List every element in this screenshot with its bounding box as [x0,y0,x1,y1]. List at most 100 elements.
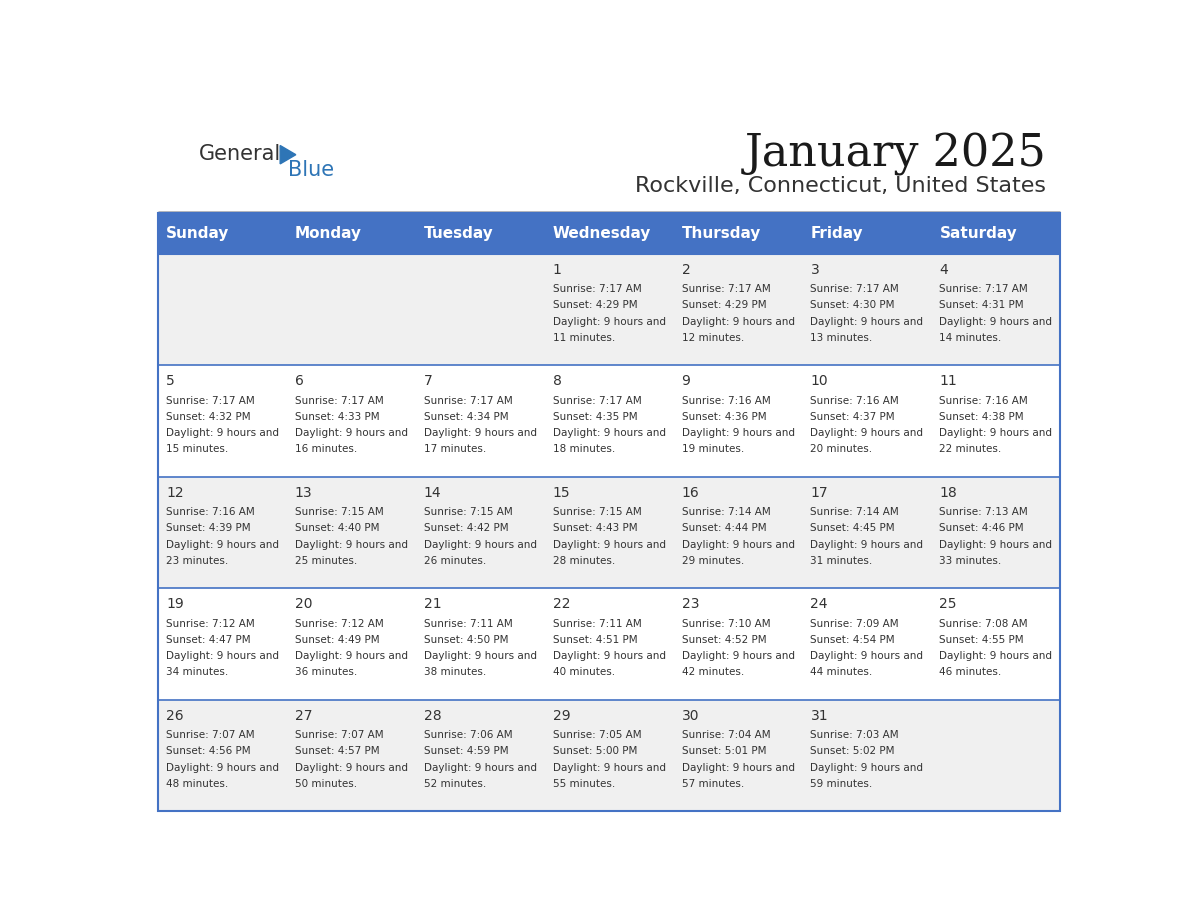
Text: 11: 11 [940,375,958,388]
Text: Sunset: 4:29 PM: Sunset: 4:29 PM [552,300,637,310]
Text: 2: 2 [682,263,690,277]
Text: Sunset: 5:01 PM: Sunset: 5:01 PM [682,746,766,756]
Text: Daylight: 9 hours and: Daylight: 9 hours and [810,540,923,550]
Text: Sunrise: 7:16 AM: Sunrise: 7:16 AM [810,396,899,406]
Text: Sunrise: 7:17 AM: Sunrise: 7:17 AM [552,284,642,294]
Text: Sunset: 4:55 PM: Sunset: 4:55 PM [940,635,1024,645]
Text: Sunrise: 7:16 AM: Sunrise: 7:16 AM [166,507,254,517]
Bar [158,700,1060,812]
Text: Sunset: 4:32 PM: Sunset: 4:32 PM [166,412,251,422]
Text: Daylight: 9 hours and: Daylight: 9 hours and [424,763,537,773]
Polygon shape [280,145,296,164]
Text: 44 minutes.: 44 minutes. [810,667,873,677]
Text: Sunset: 4:46 PM: Sunset: 4:46 PM [940,523,1024,533]
Text: Daylight: 9 hours and: Daylight: 9 hours and [940,540,1053,550]
Text: Sunrise: 7:14 AM: Sunrise: 7:14 AM [810,507,899,517]
Text: Sunset: 5:02 PM: Sunset: 5:02 PM [810,746,895,756]
Text: 31 minutes.: 31 minutes. [810,556,873,565]
Text: 12: 12 [166,486,184,500]
Text: Sunrise: 7:03 AM: Sunrise: 7:03 AM [810,730,899,740]
Text: Friday: Friday [810,226,864,241]
Text: Sunrise: 7:05 AM: Sunrise: 7:05 AM [552,730,642,740]
Text: Daylight: 9 hours and: Daylight: 9 hours and [295,651,407,661]
Text: 23: 23 [682,598,699,611]
Text: 55 minutes.: 55 minutes. [552,779,615,789]
Text: Sunrise: 7:17 AM: Sunrise: 7:17 AM [940,284,1028,294]
Text: Sunrise: 7:16 AM: Sunrise: 7:16 AM [682,396,770,406]
Text: Sunrise: 7:11 AM: Sunrise: 7:11 AM [424,619,512,629]
Text: Sunset: 4:52 PM: Sunset: 4:52 PM [682,635,766,645]
Text: Daylight: 9 hours and: Daylight: 9 hours and [166,763,279,773]
Text: Sunrise: 7:11 AM: Sunrise: 7:11 AM [552,619,642,629]
Text: Sunrise: 7:15 AM: Sunrise: 7:15 AM [552,507,642,517]
Text: 3: 3 [810,263,820,277]
Text: Sunrise: 7:07 AM: Sunrise: 7:07 AM [166,730,254,740]
Text: 22: 22 [552,598,570,611]
Text: Sunset: 5:00 PM: Sunset: 5:00 PM [552,746,637,756]
Bar [158,476,1060,588]
Text: Sunset: 4:45 PM: Sunset: 4:45 PM [810,523,895,533]
Text: Sunset: 4:30 PM: Sunset: 4:30 PM [810,300,895,310]
Text: Sunset: 4:59 PM: Sunset: 4:59 PM [424,746,508,756]
Text: 15: 15 [552,486,570,500]
Text: 12 minutes.: 12 minutes. [682,333,744,342]
Text: Sunset: 4:47 PM: Sunset: 4:47 PM [166,635,251,645]
Text: Daylight: 9 hours and: Daylight: 9 hours and [940,428,1053,438]
Text: 34 minutes.: 34 minutes. [166,667,228,677]
Text: 28: 28 [424,709,442,723]
Text: Sunrise: 7:12 AM: Sunrise: 7:12 AM [295,619,384,629]
Text: Sunday: Sunday [166,226,229,241]
Text: 17 minutes.: 17 minutes. [424,444,486,454]
Text: 4: 4 [940,263,948,277]
Text: General: General [200,144,282,164]
Text: 22 minutes.: 22 minutes. [940,444,1001,454]
Text: Daylight: 9 hours and: Daylight: 9 hours and [166,540,279,550]
Text: Daylight: 9 hours and: Daylight: 9 hours and [682,540,795,550]
Text: Sunset: 4:29 PM: Sunset: 4:29 PM [682,300,766,310]
Text: Daylight: 9 hours and: Daylight: 9 hours and [424,540,537,550]
Text: Sunrise: 7:17 AM: Sunrise: 7:17 AM [810,284,899,294]
Text: Sunset: 4:39 PM: Sunset: 4:39 PM [166,523,251,533]
Text: Sunrise: 7:07 AM: Sunrise: 7:07 AM [295,730,384,740]
Text: 1: 1 [552,263,562,277]
Text: Sunset: 4:54 PM: Sunset: 4:54 PM [810,635,895,645]
Text: Sunset: 4:49 PM: Sunset: 4:49 PM [295,635,379,645]
Text: Daylight: 9 hours and: Daylight: 9 hours and [166,651,279,661]
Text: 10: 10 [810,375,828,388]
Text: 26: 26 [166,709,184,723]
Text: 29: 29 [552,709,570,723]
Text: Sunrise: 7:04 AM: Sunrise: 7:04 AM [682,730,770,740]
Text: January 2025: January 2025 [745,132,1047,175]
Text: 57 minutes.: 57 minutes. [682,779,744,789]
Text: Sunrise: 7:10 AM: Sunrise: 7:10 AM [682,619,770,629]
Text: 5: 5 [166,375,175,388]
Text: Daylight: 9 hours and: Daylight: 9 hours and [552,317,665,327]
Text: Sunrise: 7:13 AM: Sunrise: 7:13 AM [940,507,1028,517]
Text: 17: 17 [810,486,828,500]
Text: 29 minutes.: 29 minutes. [682,556,744,565]
Text: 46 minutes.: 46 minutes. [940,667,1001,677]
Text: Daylight: 9 hours and: Daylight: 9 hours and [295,540,407,550]
Text: Sunset: 4:56 PM: Sunset: 4:56 PM [166,746,251,756]
Text: 18: 18 [940,486,958,500]
Text: Sunrise: 7:17 AM: Sunrise: 7:17 AM [166,396,254,406]
Text: 15 minutes.: 15 minutes. [166,444,228,454]
Text: Sunrise: 7:08 AM: Sunrise: 7:08 AM [940,619,1028,629]
Text: 21: 21 [424,598,442,611]
Text: Daylight: 9 hours and: Daylight: 9 hours and [682,651,795,661]
Text: 16 minutes.: 16 minutes. [295,444,358,454]
Text: Daylight: 9 hours and: Daylight: 9 hours and [295,763,407,773]
Bar [158,365,1060,476]
Text: Sunset: 4:50 PM: Sunset: 4:50 PM [424,635,508,645]
Text: 26 minutes.: 26 minutes. [424,556,486,565]
Bar [158,253,1060,365]
Text: 31: 31 [810,709,828,723]
Text: 11 minutes.: 11 minutes. [552,333,615,342]
Text: Sunset: 4:42 PM: Sunset: 4:42 PM [424,523,508,533]
Text: 14: 14 [424,486,442,500]
Text: Daylight: 9 hours and: Daylight: 9 hours and [810,317,923,327]
Text: Blue: Blue [289,160,335,180]
Text: 19 minutes.: 19 minutes. [682,444,744,454]
Text: Sunrise: 7:14 AM: Sunrise: 7:14 AM [682,507,770,517]
Text: Sunset: 4:40 PM: Sunset: 4:40 PM [295,523,379,533]
